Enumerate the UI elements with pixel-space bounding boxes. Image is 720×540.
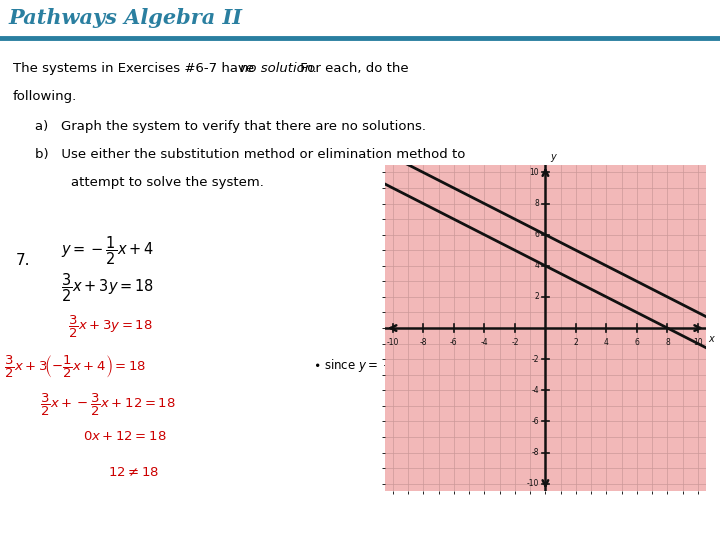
Text: 2: 2 — [574, 338, 578, 347]
Text: $12 \neq 18$: $12 \neq 18$ — [108, 467, 159, 480]
Text: $\dfrac{3}{2}x + 3\!\left(-\dfrac{1}{2}x + 4\right) = 18$: $\dfrac{3}{2}x + 3\!\left(-\dfrac{1}{2}x… — [4, 354, 146, 381]
Text: attempt to solve the system.: attempt to solve the system. — [71, 176, 264, 189]
Text: -10: -10 — [527, 479, 539, 488]
Text: -4: -4 — [531, 386, 539, 395]
Text: The systems in Exercises #6-7 have: The systems in Exercises #6-7 have — [13, 62, 258, 75]
Text: 4: 4 — [604, 338, 609, 347]
Text: Inv 1.9: Inv 1.9 — [495, 517, 542, 530]
Text: 8: 8 — [665, 338, 670, 347]
Text: -8: -8 — [420, 338, 427, 347]
Text: -6: -6 — [531, 417, 539, 426]
Text: $\dfrac{3}{2}x + -\dfrac{3}{2}x + 12 = 18$: $\dfrac{3}{2}x + -\dfrac{3}{2}x + 12 = 1… — [40, 392, 175, 418]
Text: b)   Use either the substitution method or elimination method to: b) Use either the substitution method or… — [35, 148, 465, 161]
Text: 4: 4 — [534, 261, 539, 271]
Text: a)   Graph the system to verify that there are no solutions.: a) Graph the system to verify that there… — [35, 120, 426, 133]
Text: Pathways Algebra II: Pathways Algebra II — [9, 8, 243, 28]
Text: 6: 6 — [634, 338, 639, 347]
Text: -8: -8 — [532, 448, 539, 457]
Text: no solution.: no solution. — [240, 62, 317, 75]
Text: -6: -6 — [450, 338, 458, 347]
Text: 2: 2 — [534, 293, 539, 301]
Text: © 2017 CARLSON & O'BRYAN: © 2017 CARLSON & O'BRYAN — [216, 517, 389, 530]
Text: $\bullet$ since $y = -\dfrac{1}{2}x + 4$: $\bullet$ since $y = -\dfrac{1}{2}x + 4$ — [313, 354, 433, 379]
Text: -2: -2 — [532, 355, 539, 363]
Text: y: y — [550, 152, 556, 161]
Text: 10: 10 — [693, 338, 703, 347]
Text: $y = -\dfrac{1}{2}x + 4$: $y = -\dfrac{1}{2}x + 4$ — [61, 234, 154, 267]
Text: 7.: 7. — [16, 253, 30, 268]
Text: $\dfrac{3}{2}x + 3y = 18$: $\dfrac{3}{2}x + 3y = 18$ — [61, 272, 154, 304]
Text: following.: following. — [13, 91, 77, 104]
Text: 107: 107 — [635, 517, 661, 530]
Text: 6: 6 — [534, 230, 539, 239]
Text: $0x + 12 = 18$: $0x + 12 = 18$ — [83, 430, 166, 443]
Text: 10: 10 — [530, 168, 539, 177]
Text: x: x — [708, 334, 714, 345]
Text: For each, do the: For each, do the — [296, 62, 408, 75]
Text: -2: -2 — [511, 338, 518, 347]
Text: 8: 8 — [534, 199, 539, 208]
Text: -4: -4 — [480, 338, 488, 347]
Text: -10: -10 — [387, 338, 399, 347]
Text: $\dfrac{3}{2}x + 3y = 18$: $\dfrac{3}{2}x + 3y = 18$ — [68, 314, 153, 340]
